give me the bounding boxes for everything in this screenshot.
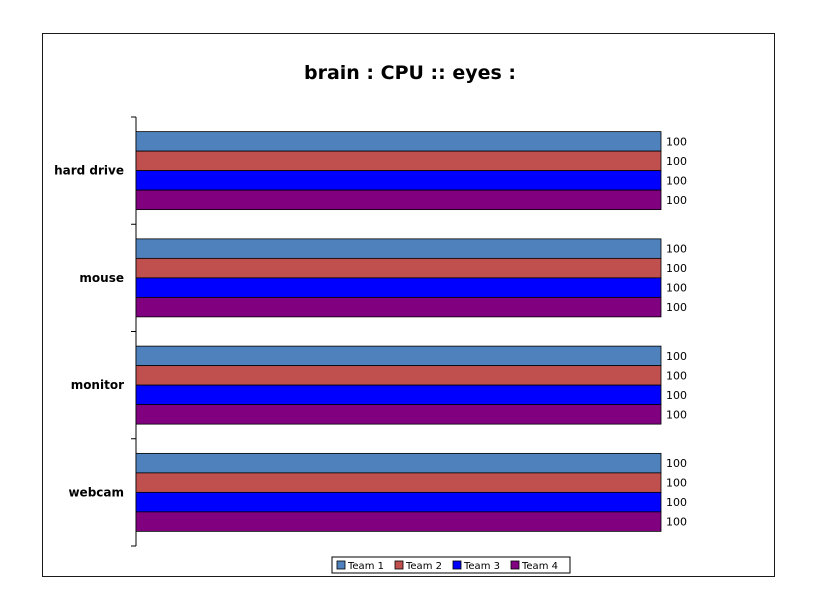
data-label: 100 (666, 243, 687, 256)
legend-label: Team 2 (405, 561, 442, 572)
data-label: 100 (666, 350, 687, 363)
bar (135, 345, 662, 367)
category-label: hard drive (54, 164, 124, 178)
bar (135, 472, 662, 493)
bar (135, 296, 662, 318)
data-label: 100 (666, 457, 687, 470)
bar (135, 257, 662, 279)
bar (135, 384, 662, 406)
category-label: mouse (79, 271, 124, 285)
data-label: 100 (666, 369, 687, 382)
chart-title: brain : CPU :: eyes : (304, 62, 516, 84)
bar (135, 404, 662, 425)
bar (135, 131, 662, 152)
bar (135, 365, 662, 386)
data-label: 100 (666, 496, 687, 509)
bar (135, 189, 662, 211)
legend-swatch (336, 560, 346, 570)
legend-swatch (510, 560, 520, 570)
legend-label: Team 4 (521, 561, 558, 572)
bar (135, 511, 662, 532)
legend-swatch (394, 560, 404, 570)
bar (135, 238, 662, 259)
category-label: webcam (68, 485, 124, 499)
data-label: 100 (666, 194, 687, 207)
category-label: monitor (71, 378, 124, 392)
data-label: 100 (666, 516, 687, 529)
legend-label: Team 1 (347, 561, 384, 572)
legend: Team 1 Team 2 Team 3 Team 4 (331, 556, 571, 574)
data-label: 100 (666, 389, 687, 402)
data-label: 100 (666, 262, 687, 275)
data-label: 100 (666, 155, 687, 168)
legend-label: Team 3 (463, 561, 500, 572)
bar (135, 491, 662, 513)
bar (135, 452, 662, 474)
bar (135, 170, 662, 191)
plot-area: hard drive 100 100 100 100 mouse 100 100 100 100 m… (54, 116, 687, 547)
legend-swatch (452, 560, 462, 570)
chart-frame: brain : CPU :: eyes : hard drive 100 100 10… (42, 33, 775, 577)
data-label: 100 (666, 135, 687, 148)
chart-canvas: brain : CPU :: eyes : hard drive10010010… (54, 62, 687, 574)
bar (135, 150, 662, 172)
legend-box (331, 556, 571, 574)
data-label: 100 (666, 408, 687, 421)
data-label: 100 (666, 301, 687, 314)
data-label: 100 (666, 477, 687, 490)
data-label: 100 (666, 174, 687, 187)
bar (135, 277, 662, 298)
data-label: 100 (666, 282, 687, 295)
